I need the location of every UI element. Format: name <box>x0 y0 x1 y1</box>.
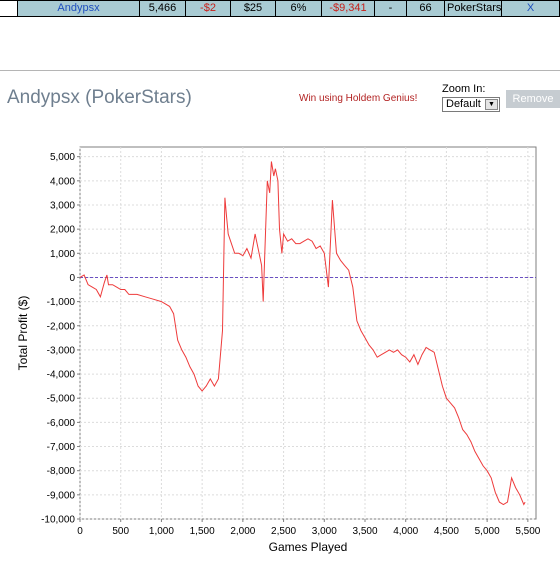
limit-cell: $25 <box>231 1 276 16</box>
y-axis-label: Total Profit ($) <box>16 296 30 371</box>
zoom-label: Zoom In: <box>442 83 486 95</box>
x-tick-label: 5,000 <box>475 526 500 537</box>
y-tick-label: 5,000 <box>50 152 75 163</box>
series-line-profit <box>79 161 526 506</box>
x-tick-label: 2,000 <box>230 526 255 537</box>
bb100-cell: -$2 <box>186 1 231 16</box>
profit-cell: -$9,341 <box>322 1 375 16</box>
y-tick-label: 1,000 <box>50 249 75 260</box>
y-tick-label: 3,000 <box>50 200 75 211</box>
y-tick-label: -1,000 <box>47 297 76 308</box>
promo-link[interactable]: Win using Holdem Genius! <box>299 93 418 104</box>
site-cell: PokerStars <box>447 1 502 16</box>
y-axis-ticks: 5,000 4,000 3,000 2,000 1,000 0 -1,000 -2,000 -3… <box>41 152 80 526</box>
zoom-select[interactable]: Default ▼ <box>442 97 500 112</box>
section-divider <box>0 70 560 71</box>
hands-cell: 5,466 <box>140 1 186 16</box>
y-tick-label: -4,000 <box>47 370 76 381</box>
dash-cell: - <box>375 1 407 16</box>
profit-chart: 5,000 4,000 3,000 2,000 1,000 0 -1,000 -2,000 -3… <box>16 146 541 554</box>
zoom-select-value: Default <box>446 98 481 110</box>
x-tick-label: 500 <box>112 526 129 537</box>
x-tick-label: 4,500 <box>434 526 459 537</box>
y-tick-label: -3,000 <box>47 345 76 356</box>
remove-button[interactable]: Remove <box>506 90 560 108</box>
y-tick-label: -7,000 <box>47 442 76 453</box>
y-tick-label: -6,000 <box>47 418 76 429</box>
x-axis-label: Games Played <box>269 540 348 554</box>
y-tick-label: -8,000 <box>47 466 76 477</box>
y-tick-label: -2,000 <box>47 321 76 332</box>
x-tick-label: 1,000 <box>149 526 174 537</box>
x-tick-label: 3,000 <box>312 526 337 537</box>
y-tick-label: 4,000 <box>50 176 75 187</box>
x-tick-label: 1,500 <box>190 526 215 537</box>
x-tick-label: 4,000 <box>393 526 418 537</box>
plot-area <box>79 146 537 520</box>
stats-row: Andypsx 5,466 -$2 $25 6% -$9,341 - 66 Po… <box>0 0 560 17</box>
player-name-link[interactable]: Andypsx <box>18 1 140 16</box>
stats-row-spacer <box>0 1 18 16</box>
y-tick-label: -9,000 <box>47 490 76 501</box>
percent-cell: 6% <box>276 1 322 16</box>
y-tick-label: 2,000 <box>50 225 75 236</box>
y-tick-label: 0 <box>69 273 75 284</box>
x-tick-label: 5,500 <box>515 526 540 537</box>
y-tick-label: -10,000 <box>41 515 75 526</box>
remove-row-link[interactable]: X <box>502 1 560 16</box>
page-title: Andypsx (PokerStars) <box>7 87 192 108</box>
x-tick-label: 0 <box>77 526 83 537</box>
x-axis-ticks: 0 500 1,000 1,500 2,000 2,500 3,000 3,500 4,000 4… <box>77 519 541 537</box>
count-cell: 66 <box>407 1 445 16</box>
x-tick-label: 3,500 <box>352 526 377 537</box>
x-tick-label: 2,500 <box>271 526 296 537</box>
y-tick-label: -5,000 <box>47 394 76 405</box>
chevron-down-icon[interactable]: ▼ <box>485 99 498 110</box>
